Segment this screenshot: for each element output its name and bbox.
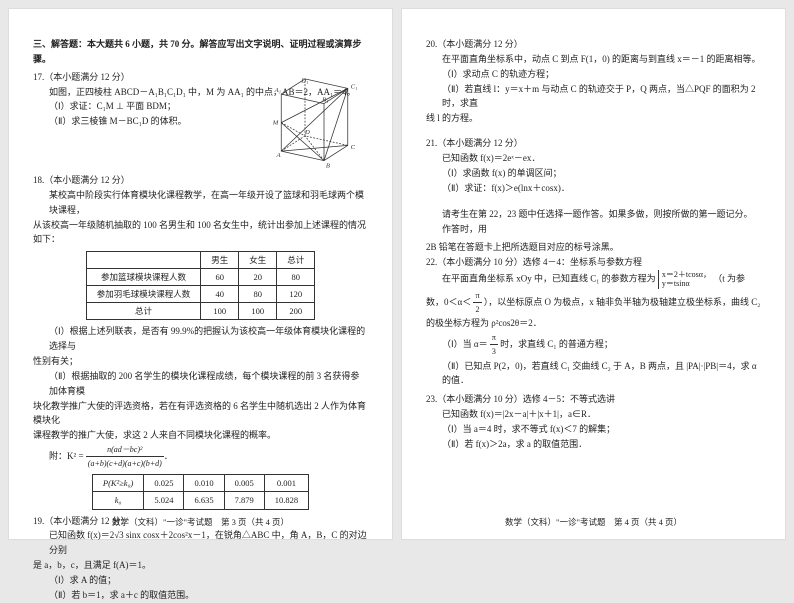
q20-l2: （Ⅰ）求动点 C 的轨迹方程； [426, 67, 761, 82]
q22-l3: 的极坐标方程为 ρ²cos2θ＝2． [426, 316, 761, 331]
q20-head: 20.（本小题满分 12 分） [426, 37, 761, 52]
q18-l1: 某校高中阶段实行体育模块化课程教学，在高一年级开设了篮球和羽毛球两个模块课程， [33, 188, 368, 218]
footer-left: 数学（文科）"一诊"考试题 第 3 页（共 4 页） [9, 515, 392, 529]
q20: 20.（本小题满分 12 分） 在平面直角坐标系中，动点 C 到点 F(1，0)… [426, 37, 761, 126]
q18-l4: （Ⅱ）根据抽取的 200 名学生的模块化课程成绩，每个模块课程的前 3 名获得参… [33, 369, 368, 399]
q21-l1: 已知函数 f(x)＝2eˣ－ex． [426, 151, 761, 166]
q18-l3: （Ⅰ）根据上述列联表，是否有 99.9%的把握认为该校高一年级体育模块化课程的选… [33, 324, 368, 354]
svg-text:B: B [326, 162, 330, 169]
q19-l1b: 是 a，b，c，且满足 f(A)＝1。 [33, 558, 368, 573]
q22-head: 22.（本小题满分 10 分）选修 4－4：坐标系与参数方程 [426, 255, 761, 270]
q23-l2: （Ⅰ）当 a＝4 时，求不等式 f(x)＜7 的解集； [426, 422, 761, 437]
q21-l2: （Ⅰ）求函数 f(x) 的单调区间； [426, 166, 761, 181]
q22-l2: 数，0＜α＜ π2 ），以坐标原点 O 为极点，x 轴非负半轴为极轴建立极坐标系… [426, 289, 761, 316]
svg-text:B₁: B₁ [322, 97, 328, 104]
q21-head: 21.（本小题满分 12 分） [426, 136, 761, 151]
q19-l2: （Ⅰ）求 A 的值； [33, 573, 368, 588]
q21-l3: （Ⅱ）求证：f(x)＞e(lnx＋cosx)． [426, 181, 761, 196]
cube-diagram: A B C D A₁ B₁ C₁ D₁ M [267, 77, 362, 172]
q22: 22.（本小题满分 10 分）选修 4－4：坐标系与参数方程 在平面直角坐标系 … [426, 255, 761, 388]
q18-table1: 男生女生总计 参加篮球模块课程人数602080 参加羽毛球模块课程人数40801… [86, 251, 316, 320]
q20-l3: （Ⅱ）若直线 l：y＝x＋m 与动点 C 的轨迹交于 P，Q 两点，当△PQF … [426, 82, 761, 112]
q21: 21.（本小题满分 12 分） 已知函数 f(x)＝2eˣ－ex． （Ⅰ）求函数… [426, 136, 761, 195]
q18-head: 18.（本小题满分 12 分） [33, 173, 368, 188]
svg-text:D₁: D₁ [300, 78, 308, 85]
q23: 23.（本小题满分 10 分）选修 4－5：不等式选讲 已知函数 f(x)＝|2… [426, 392, 761, 451]
svg-text:A: A [276, 152, 282, 159]
note: 请考生在第 22，23 题中任选择一题作答。如果多做，则按所做的第一题记分。作答… [426, 207, 761, 237]
q23-l1: 已知函数 f(x)＝|2x－a|＋|x＋1|，a∈R． [426, 407, 761, 422]
page-4: 20.（本小题满分 12 分） 在平面直角坐标系中，动点 C 到点 F(1，0)… [401, 8, 786, 540]
section-title: 三、解答题：本大题共 6 小题，共 70 分。解答应写出文字说明、证明过程或演算… [33, 37, 368, 67]
q18-formula: 附：K² = n(ad－bc)²(a+b)(c+d)(a+c)(b+d)． [33, 443, 368, 470]
q23-l3: （Ⅱ）若 f(x)＞2a，求 a 的取值范围． [426, 437, 761, 452]
page-3: 三、解答题：本大题共 6 小题，共 70 分。解答应写出文字说明、证明过程或演算… [8, 8, 393, 540]
q18-l3b: 性别有关； [33, 354, 368, 369]
q18-l4b: 块化教学推广大使的评选资格，若在有评选资格的 6 名学生中随机选出 2 人作为体… [33, 399, 368, 429]
svg-text:C₁: C₁ [351, 83, 358, 90]
q18-l4c: 课程教学的推广大使，求这 2 人来自不同模块化课程的概率。 [33, 428, 368, 443]
q22-l4: （Ⅰ）当 α＝ π3 时，求直线 C₁ 的普通方程； [426, 331, 761, 358]
svg-text:D: D [304, 129, 310, 136]
q18-l2: 从该校高一年级随机抽取的 100 名男生和 100 名女生中，统计出参加上述课程… [33, 218, 368, 248]
q20-l3b: 线 l 的方程。 [426, 111, 761, 126]
svg-text:A₁: A₁ [274, 87, 281, 94]
q19-l3: （Ⅱ）若 b＝1，求 a＋c 的取值范围。 [33, 588, 368, 603]
svg-text:M: M [272, 120, 279, 127]
q22-l5: （Ⅱ）已知点 P(2，0)，若直线 C₁ 交曲线 C₂ 于 A，B 两点，且 |… [426, 359, 761, 389]
q18-table2: P(K²≥k₀)0.0250.0100.0050.001 k₀5.0246.63… [92, 474, 309, 509]
footer-right: 数学（文科）"一诊"考试题 第 4 页（共 4 页） [402, 515, 785, 529]
q19-l1: 已知函数 f(x)＝2√3 sinx cosx＋2cos²x－1，在锐角△ABC… [33, 528, 368, 558]
svg-text:C: C [351, 144, 356, 151]
q22-l1: 在平面直角坐标系 xOy 中，已知直线 C₁ 的参数方程为 x＝2＋tcosα，… [426, 270, 761, 289]
q20-l1: 在平面直角坐标系中，动点 C 到点 F(1，0) 的距离与到直线 x＝－1 的距… [426, 52, 761, 67]
q23-head: 23.（本小题满分 10 分）选修 4－5：不等式选讲 [426, 392, 761, 407]
note2: 2B 铅笔在答题卡上把所选题目对应的标号涂黑。 [426, 240, 761, 255]
q18: 18.（本小题满分 12 分） 某校高中阶段实行体育模块化课程教学，在高一年级开… [33, 173, 368, 509]
